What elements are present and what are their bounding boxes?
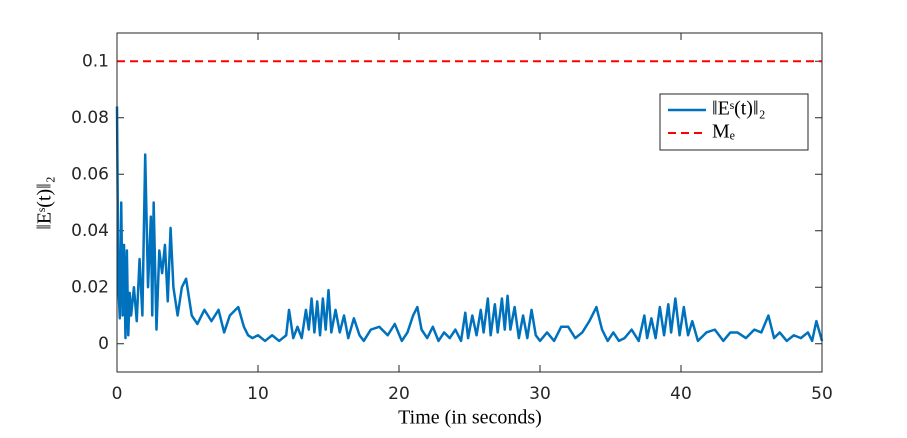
x-tick-label: 0 [112,384,123,404]
x-tick-label: 30 [529,384,551,404]
y-tick-label: 0 [98,334,109,354]
x-tick-label: 10 [247,384,269,404]
legend-label: ‖Eˢ(t)‖₂ [712,98,766,120]
x-tick-label: 20 [388,384,410,404]
y-tick-label: 0.08 [71,108,109,128]
x-axis-label: Time (in seconds) [398,407,542,429]
legend-label: Mₑ [712,121,735,143]
data-line [115,106,824,343]
legend-box [659,93,809,151]
y-tick-label: 0.02 [71,277,109,297]
y-axis-label: ‖Eˢ(t)‖₂ [34,176,56,230]
axes-box [116,32,823,373]
y-tick-label: 0.06 [71,164,109,184]
x-tick-label: 50 [811,384,833,404]
x-tick-label: 40 [670,384,692,404]
y-tick-label: 0.04 [71,221,109,241]
y-tick-label: 0.1 [82,51,109,71]
